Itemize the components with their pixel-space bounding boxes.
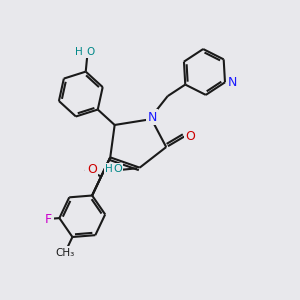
Text: F: F xyxy=(45,213,52,226)
Text: O: O xyxy=(87,163,97,176)
Text: H: H xyxy=(106,164,113,174)
Text: O: O xyxy=(186,130,196,142)
Text: N: N xyxy=(147,111,157,124)
Text: H: H xyxy=(75,47,83,57)
Text: CH₃: CH₃ xyxy=(56,248,75,257)
Text: O: O xyxy=(86,47,94,57)
Text: O: O xyxy=(113,164,122,174)
Text: N: N xyxy=(228,76,237,89)
